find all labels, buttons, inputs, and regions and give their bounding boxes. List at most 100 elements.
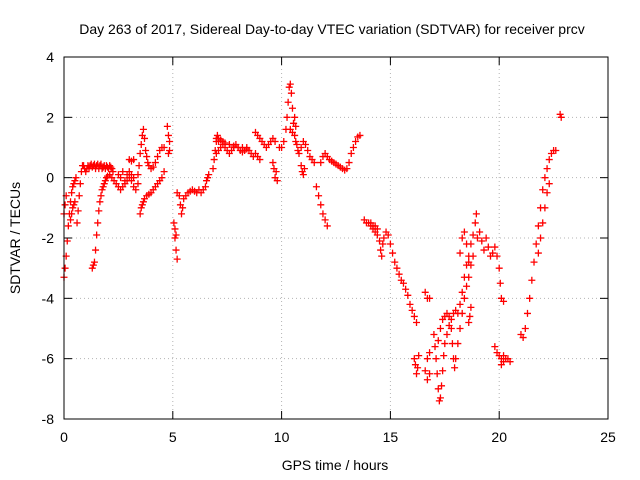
data-point [63, 237, 71, 245]
data-point [345, 159, 353, 167]
data-point [349, 144, 357, 151]
data-point [203, 177, 211, 185]
data-point [61, 201, 69, 209]
data-point [467, 303, 475, 311]
data-point [285, 83, 293, 91]
data-point [294, 147, 302, 155]
data-point [72, 174, 80, 182]
data-point [373, 231, 381, 239]
data-point [164, 131, 172, 139]
data-point [534, 222, 542, 230]
data-point [272, 168, 280, 176]
data-point [310, 159, 318, 167]
data-point [430, 331, 438, 339]
data-point [94, 219, 102, 227]
data-point [179, 204, 187, 212]
data-point [108, 165, 116, 173]
data-point [76, 180, 84, 188]
data-point [64, 222, 72, 230]
data-point [286, 80, 294, 88]
data-point [315, 192, 323, 200]
data-point [438, 382, 446, 390]
data-point [376, 237, 384, 245]
data-point [209, 165, 217, 173]
data-point [471, 219, 479, 227]
data-point [496, 279, 504, 287]
data-point [95, 207, 103, 215]
data-point [299, 171, 307, 179]
data-point [352, 137, 360, 145]
data-point [478, 237, 486, 245]
data-point [138, 201, 146, 209]
data-point [552, 147, 560, 155]
data-point [440, 352, 448, 360]
x-tick-label: 5 [169, 429, 177, 445]
data-point [431, 343, 439, 351]
data-point [178, 210, 186, 218]
data-point [271, 137, 279, 145]
data-point [386, 240, 394, 248]
data-point [171, 234, 179, 242]
data-point [273, 177, 281, 185]
data-point [92, 246, 100, 254]
data-point [473, 234, 481, 242]
data-point [435, 397, 443, 405]
data-point [230, 142, 238, 150]
data-point [557, 113, 565, 121]
data-point [426, 294, 434, 302]
data-point [284, 98, 292, 106]
data-point [317, 201, 325, 209]
data-point [166, 137, 174, 145]
data-point [480, 246, 488, 254]
data-point [458, 234, 466, 242]
data-point [173, 255, 181, 263]
data-point [500, 297, 508, 305]
data-point [537, 234, 545, 242]
data-point [71, 177, 79, 185]
data-point [530, 258, 538, 266]
data-point [423, 376, 431, 384]
data-point [291, 113, 299, 121]
y-tick-label: 0 [46, 170, 54, 186]
data-point [201, 183, 209, 191]
data-point [210, 156, 218, 164]
x-tick-label: 10 [274, 429, 290, 445]
data-point [288, 128, 296, 136]
data-point [406, 300, 414, 308]
data-point [172, 246, 180, 254]
chart-title: Day 263 of 2017, Sidereal Day-to-day VTE… [79, 21, 585, 37]
data-point [426, 349, 434, 357]
data-point [526, 294, 534, 302]
data-point [519, 334, 527, 342]
data-point [117, 174, 125, 182]
data-point [67, 216, 75, 224]
data-point [454, 340, 462, 348]
data-point [506, 358, 514, 366]
data-point [204, 174, 212, 182]
data-point [98, 186, 106, 194]
data-point [101, 177, 109, 185]
data-point [172, 231, 180, 239]
data-point [489, 249, 497, 257]
data-point [493, 252, 501, 260]
x-axis-label: GPS time / hours [282, 457, 389, 473]
data-point [402, 285, 410, 293]
data-point [225, 140, 233, 148]
data-point [302, 140, 310, 148]
data-point [441, 340, 449, 348]
data-point [107, 163, 115, 171]
data-point [436, 325, 444, 332]
data-point [414, 364, 422, 372]
data-point [434, 385, 442, 393]
data-point [171, 225, 179, 233]
data-point [90, 258, 98, 266]
data-point [304, 147, 312, 155]
data-point [465, 318, 473, 326]
y-tick-label: -8 [42, 411, 55, 427]
data-point [132, 186, 140, 194]
data-point [463, 240, 471, 248]
data-point [543, 165, 551, 173]
x-tick-label: 20 [491, 429, 507, 445]
data-point [85, 165, 93, 173]
